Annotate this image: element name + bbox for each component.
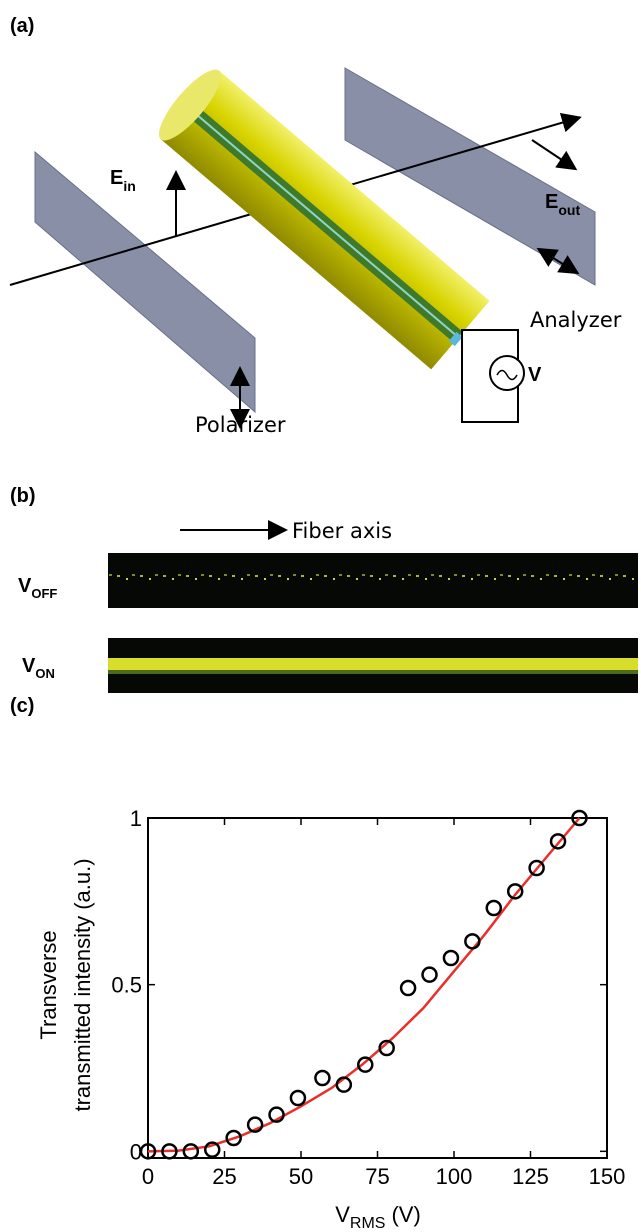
data-point [442,949,460,967]
analyzer-axis [536,247,580,275]
v-off-label: VOFF [18,575,57,601]
voltage-label: V [528,364,542,386]
ac-symbol [496,369,518,381]
y-tick-label: 1 [130,806,142,831]
ac-source [489,355,525,391]
fiber-end [158,69,222,141]
data-point [139,1143,157,1160]
v-main: V [22,655,36,677]
x-tick-label: 25 [212,1164,236,1189]
e-sub: out [558,202,580,218]
analyzer-plate [344,67,596,286]
on-band-edge [108,670,638,674]
e-in-label: Ein [110,167,136,194]
data-point [335,1076,353,1093]
data-point [378,1039,395,1057]
e-sub: in [123,178,135,194]
panel-label: (a) [10,15,34,37]
data-point [204,1141,221,1158]
data-point [549,833,567,850]
x-axis-label: VRMS (V) [335,1202,421,1232]
e-main: E [545,191,558,213]
y-tick-label: 0.5 [111,973,142,998]
y-axis-label: transmitted intensity (a.u.) [70,858,95,1111]
y-axis-label: Transverse [36,930,61,1039]
electrode [448,331,463,347]
data-point [268,1106,285,1123]
data-point [528,859,545,877]
data-point [314,1069,331,1087]
x-tick-label: 50 [289,1164,313,1189]
x-unit: (V) [391,1202,420,1227]
panel-label: (c) [10,695,34,717]
data-point [399,979,417,997]
v-on-label: VON [22,655,55,681]
data-point [161,1143,178,1160]
v-sub: ON [35,666,55,681]
analyzer-label: Analyzer [530,308,622,332]
data-point [182,1143,200,1160]
data-point [571,809,588,827]
panel-label: (b) [10,485,36,507]
x-main: V [335,1202,350,1227]
x-tick-label: 150 [589,1164,626,1189]
x-sub: RMS [350,1215,386,1232]
e-main: E [110,167,123,189]
v-sub: OFF [31,586,57,601]
x-tick-label: 100 [436,1164,473,1189]
data-point [485,899,503,917]
e-out-arrow [531,139,578,171]
off-texture [108,570,638,582]
data-point [289,1089,307,1107]
x-tick-label: 125 [512,1164,549,1189]
x-tick-label: 75 [365,1164,389,1189]
fiber-axis-label: Fiber axis [292,519,392,543]
v-main: V [18,575,32,597]
data-point [357,1056,374,1073]
polarizer-label: Polarizer [195,413,286,437]
fiber [158,69,490,370]
data-point [464,933,481,950]
fit-line [147,817,581,1153]
data-point [246,1116,264,1133]
polarizer-plate [34,150,256,414]
on-band [108,658,638,670]
e-out-label: Eout [545,191,580,218]
data-point [421,966,438,983]
x-tick-label: 0 [142,1164,154,1189]
data-point [506,883,524,900]
y-tick-label: 0 [130,1139,142,1164]
fiber-core-line [187,106,460,339]
data-point [225,1129,242,1147]
